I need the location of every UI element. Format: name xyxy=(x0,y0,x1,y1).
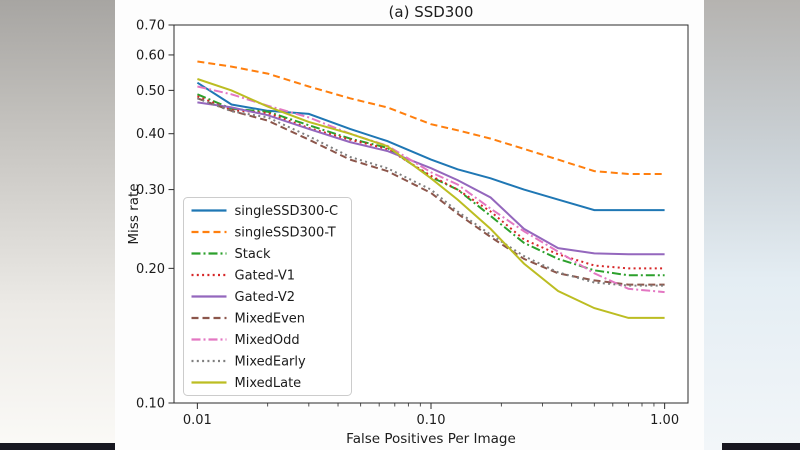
legend-label-Gated-V1: Gated-V1 xyxy=(235,269,295,284)
background-right xyxy=(704,0,800,450)
series-path-Stack xyxy=(197,93,665,277)
legend-label-MixedLate: MixedLate xyxy=(235,376,302,391)
legend-label-MixedEven: MixedEven xyxy=(235,312,306,327)
series-path-MixedEarly xyxy=(197,97,665,287)
series-path-MixedOdd xyxy=(197,85,665,294)
legend-label-Stack: Stack xyxy=(235,247,271,262)
legend-label-MixedEarly: MixedEarly xyxy=(235,355,307,370)
y-tick-label: 0.40 xyxy=(136,127,165,142)
background-bottom-bar-left xyxy=(0,443,115,450)
y-tick-label: 0.60 xyxy=(136,48,165,63)
y-tick-label: 0.20 xyxy=(136,262,165,277)
legend-box xyxy=(183,197,352,396)
series-path-MixedLate xyxy=(197,78,665,319)
series-path-singleSSD300-C xyxy=(196,81,665,212)
y-tick-label: 0.10 xyxy=(136,397,165,412)
background-left xyxy=(0,0,115,450)
x-tick-label: 0.10 xyxy=(417,413,446,428)
series-path-MixedEven xyxy=(197,97,665,286)
series-path-singleSSD300-T xyxy=(197,60,665,175)
series-path-Gated-V2 xyxy=(197,101,665,256)
series-path-Gated-V1 xyxy=(197,95,665,270)
x-axis-label: False Positives Per Image xyxy=(346,431,516,447)
background-bottom-bar-right xyxy=(722,443,800,450)
y-tick-label: 0.70 xyxy=(136,19,165,34)
legend-label-Gated-V2: Gated-V2 xyxy=(235,290,295,305)
x-tick-label: 0.01 xyxy=(183,413,212,428)
y-tick-label: 0.50 xyxy=(136,84,165,99)
legend-label-singleSSD300-C: singleSSD300-C xyxy=(235,204,339,219)
x-tick-label: 1.00 xyxy=(650,413,679,428)
legend-label-MixedOdd: MixedOdd xyxy=(235,333,300,348)
chart-title: (a) SSD300 xyxy=(389,3,474,21)
y-tick-label: 0.30 xyxy=(136,183,165,198)
legend-label-singleSSD300-T: singleSSD300-T xyxy=(235,226,336,241)
y-axis-label: Miss rate xyxy=(126,183,142,244)
